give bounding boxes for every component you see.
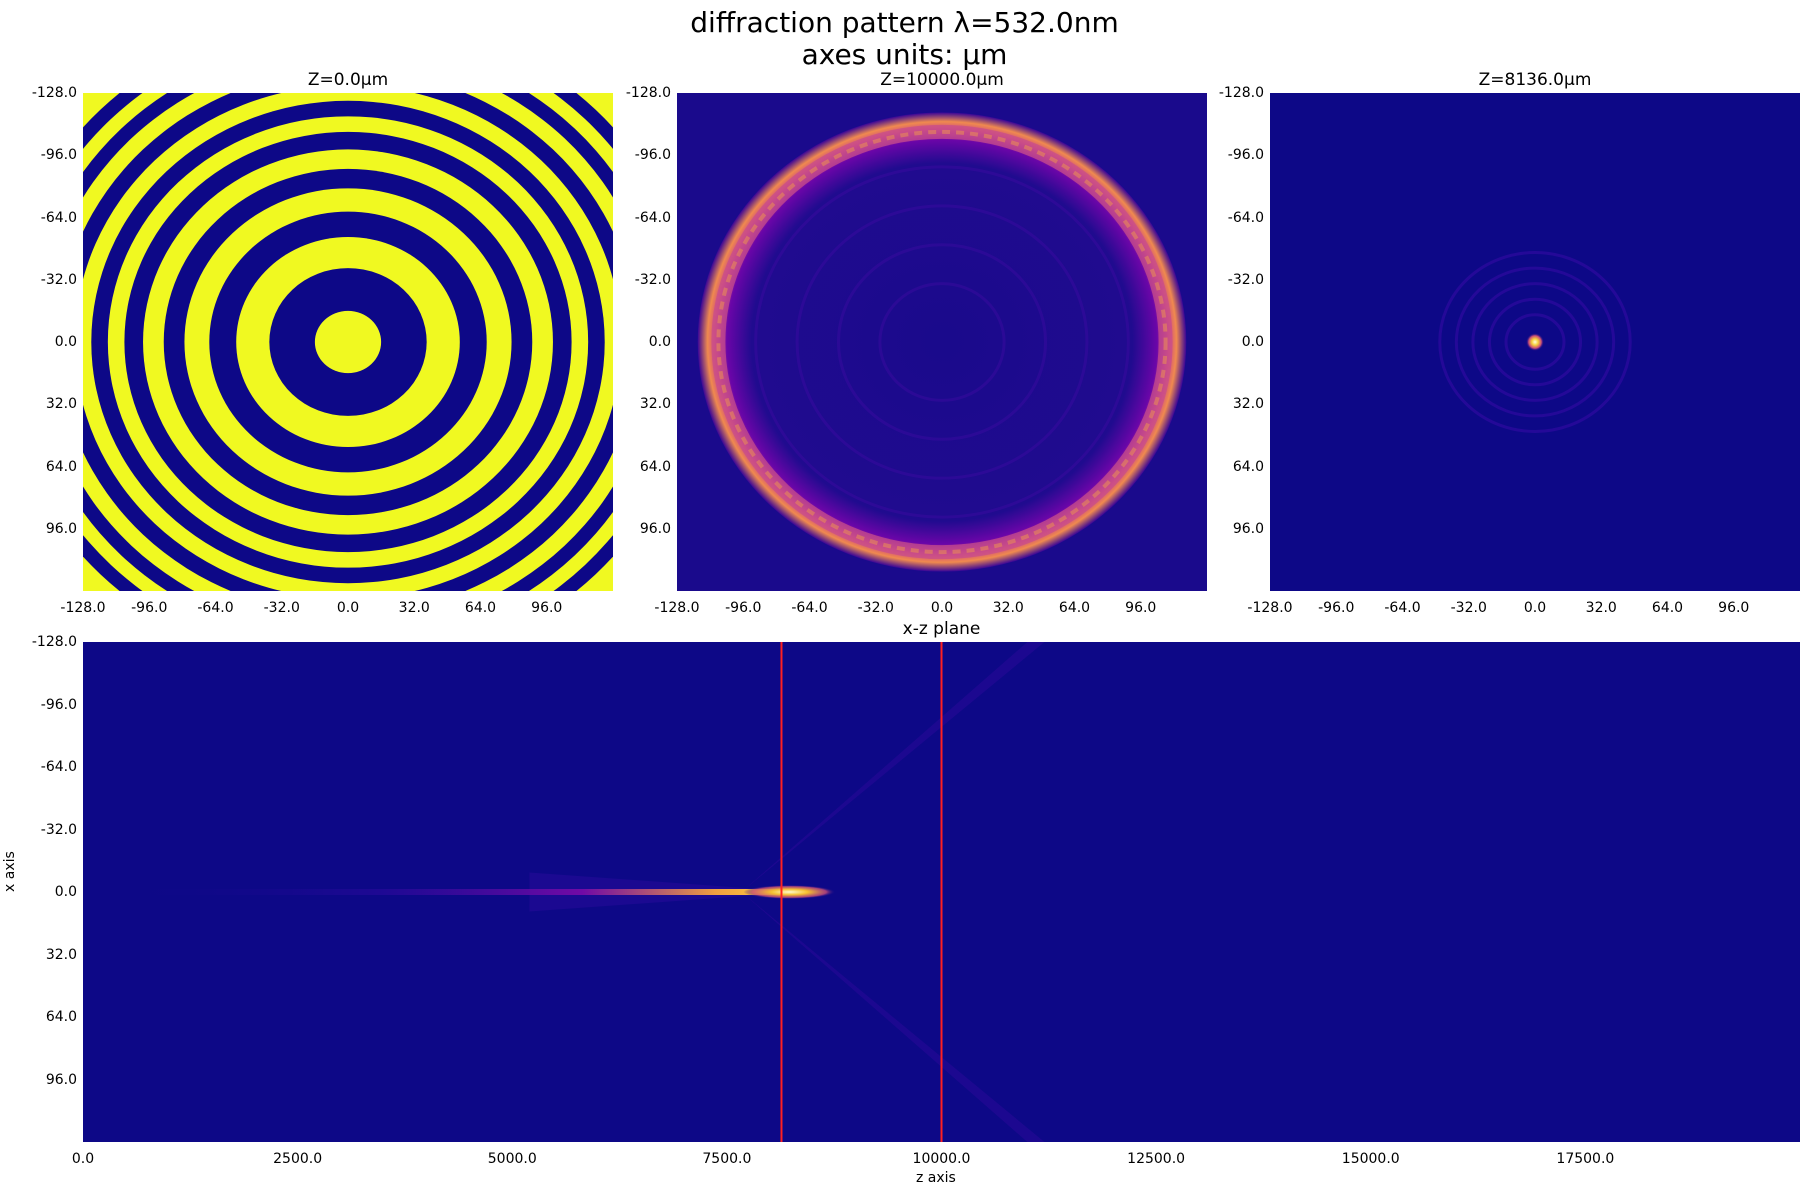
panel3-focus-spot [1526,333,1544,351]
panel4-title: x-z plane [902,619,981,639]
panel1-xtick-0: -128.0 [60,600,106,616]
panel2-ytick-5: 32.0 [639,396,671,413]
suptitle-line-1: diffraction pattern λ=532.0nm [690,6,1119,39]
panel1-ytick-0: -128.0 [31,85,77,101]
panel2-title: Z=10000.0μm [880,70,1004,90]
panel1-xtick-7: 96.0 [531,600,563,616]
panel4-xtick-3: 7500.0 [702,1151,752,1167]
panel4-ytick-4: 0.0 [54,884,77,900]
panel1-xtick-3: -32.0 [263,600,300,616]
panel1-xtick-6: 64.0 [464,600,497,616]
panel2-xtick-0: -128.0 [654,600,700,616]
panel1-ytick-3: -32.0 [40,271,77,288]
panel3-ytick-1: -96.0 [1227,147,1264,164]
panel1-heatmap [83,93,613,591]
panel4-ytick-6: 64.0 [45,1009,77,1025]
panel3-faint-ring-0 [1438,251,1632,433]
panel3-xtick-0: -128.0 [1247,600,1293,616]
panel1-ytick-7: 96.0 [45,520,77,537]
panel1-xtick-1: -96.0 [131,600,168,616]
panel2-inner-ring-2 [836,243,1048,441]
panel3-ytick-4: 0.0 [1241,334,1264,350]
panel4-xtick-5: 12500.0 [1127,1151,1186,1167]
panel4-xtick-1: 2500.0 [273,1151,323,1167]
panel2-inner-ring-1 [795,204,1089,480]
panel2-ytick-4: 0.0 [648,334,671,350]
panel2-xtick-6: 64.0 [1058,600,1091,616]
panel2-xtick-4: 0.0 [930,600,954,616]
panel4-ytick-3: -32.0 [40,821,77,838]
panel3-ytick-0: -128.0 [1218,85,1264,101]
panel2-inner-ring-3 [878,282,1006,402]
panel4-xtick-7: 17500.0 [1556,1151,1615,1167]
panel1-xtick-4: 0.0 [336,600,360,616]
panel3-faint-ring-4 [1504,313,1566,371]
panel4-xtick-4: 10000.0 [912,1151,971,1167]
panel2-ytick-2: -64.0 [634,209,671,226]
panel2-ytick-3: -32.0 [634,271,671,288]
panel4-beam [117,889,782,895]
panel4-xtick-6: 15000.0 [1341,1151,1400,1167]
panel4-plot [83,642,1800,1142]
panel2-ytick-7: 96.0 [639,520,671,537]
panel2-ring-speckle [716,129,1168,555]
panel2-ring-glow [697,112,1187,572]
panel4-ytick-0: -128.0 [31,634,77,650]
panel3-xtick-4: 0.0 [1523,600,1547,616]
panel2-inner-ring-0 [754,165,1130,519]
panel4-ytick-1: -96.0 [40,696,77,713]
panel3-ytick-5: 32.0 [1232,396,1264,413]
panel2-xtick-3: -32.0 [857,600,894,616]
panel4-focus [743,885,836,899]
suptitle-line-2: axes units: μm [801,38,1008,71]
panel2-ytick-1: -96.0 [634,147,671,164]
panel3-ytick-6: 64.0 [1232,458,1264,475]
panel1-ytick-4: 0.0 [54,334,77,350]
panel1-xtick-5: 32.0 [398,600,430,616]
panel3-xtick-6: 64.0 [1651,600,1684,616]
panel3-ytick-3: -32.0 [1227,271,1264,288]
panel4-cone-lower [741,892,1045,1142]
panel4-xtick-2: 5000.0 [487,1151,537,1167]
panel4-ytick-7: 96.0 [45,1071,77,1088]
panel3-xtick-7: 96.0 [1718,600,1750,616]
panel1-ytick-1: -96.0 [40,147,77,164]
panel3-faint-ring-3 [1487,297,1583,387]
panel2-xtick-2: -64.0 [791,600,828,616]
panel4-heatmap [83,642,1800,1142]
panel3-faint-ring-1 [1454,266,1616,418]
panel1-ytick-6: 64.0 [45,458,77,475]
panel1-ring-0 [314,310,382,374]
panel3-plot [1270,93,1800,591]
panel3-xtick-1: -96.0 [1318,600,1355,616]
panel2-xtick-5: 32.0 [992,600,1024,616]
panel3-xtick-3: -32.0 [1450,600,1487,616]
panel1-xtick-2: -64.0 [197,600,234,616]
panel3-ytick-7: 96.0 [1232,520,1264,537]
panel2-heatmap [677,93,1207,591]
panel1-title: Z=0.0μm [307,70,389,90]
panel1-ytick-5: 32.0 [45,396,77,413]
panel4-xlabel: z axis [916,1170,956,1186]
panel4-ytick-5: 32.0 [45,946,77,963]
panel4-ytick-2: -64.0 [40,759,77,775]
panel2-xtick-1: -96.0 [725,600,762,616]
panel1-ytick-2: -64.0 [40,209,77,226]
panel4-xtick-0: 0.0 [71,1151,95,1167]
panel3-faint-ring-2 [1471,282,1599,402]
panel4-cone-upper [741,642,1045,892]
panel2-ring [711,124,1173,560]
panel2-plot [677,93,1207,591]
panel2-ytick-6: 64.0 [639,458,671,475]
panel1-plot [83,93,613,591]
panel2-ytick-0: -128.0 [625,85,671,101]
panel2-xtick-7: 96.0 [1125,600,1157,616]
panel3-xtick-5: 32.0 [1585,600,1617,616]
panel3-title: Z=8136.0μm [1478,70,1592,90]
panel3-heatmap [1270,93,1800,591]
panel3-ytick-2: -64.0 [1227,209,1264,226]
panel3-xtick-2: -64.0 [1384,600,1421,616]
